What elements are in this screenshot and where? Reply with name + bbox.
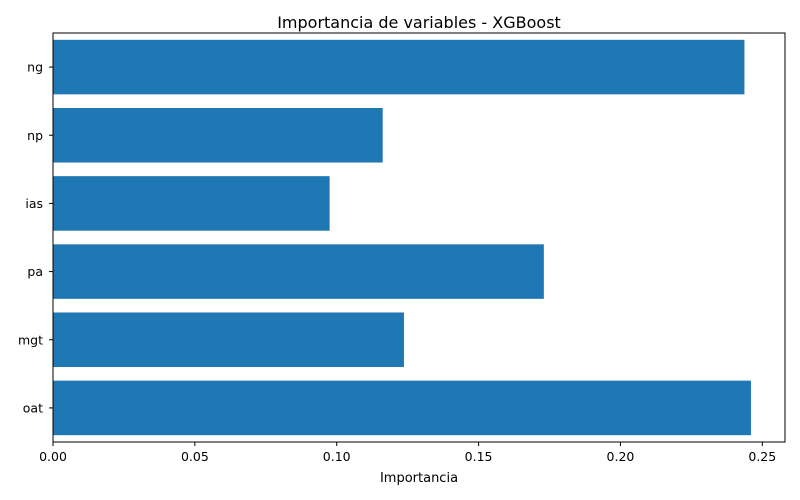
y-tick-label-np: np: [27, 128, 43, 143]
plot-frame: [52, 32, 786, 443]
bar-ias: [53, 176, 330, 231]
chart-title: Importancia de variables - XGBoost: [277, 13, 561, 32]
bars-group: [53, 39, 751, 436]
bar-np: [53, 107, 383, 163]
x-tick-label: 0.15: [465, 449, 493, 464]
x-tick-label: 0.25: [748, 449, 776, 464]
bar-oat: [53, 380, 751, 436]
x-tick-label: 0.20: [607, 449, 635, 464]
y-tick-label-ng: ng: [27, 60, 43, 75]
x-tick-label: 0.10: [323, 449, 351, 464]
y-axis-ticks: ng np ias pa mgt oat: [18, 60, 53, 415]
bar-ng: [53, 39, 745, 95]
y-tick-label-pa: pa: [27, 264, 43, 279]
x-axis-ticks: 0.00 0.05 0.10 0.15 0.20 0.25: [39, 442, 776, 464]
bar-mgt: [53, 312, 404, 368]
y-tick-label-mgt: mgt: [18, 332, 43, 347]
y-tick-label-oat: oat: [23, 400, 43, 415]
x-tick-label: 0.05: [181, 449, 209, 464]
x-axis-label: Importancia: [380, 471, 458, 486]
y-tick-label-ias: ias: [25, 196, 43, 211]
bar-pa: [53, 244, 544, 299]
x-tick-label: 0.00: [39, 449, 67, 464]
